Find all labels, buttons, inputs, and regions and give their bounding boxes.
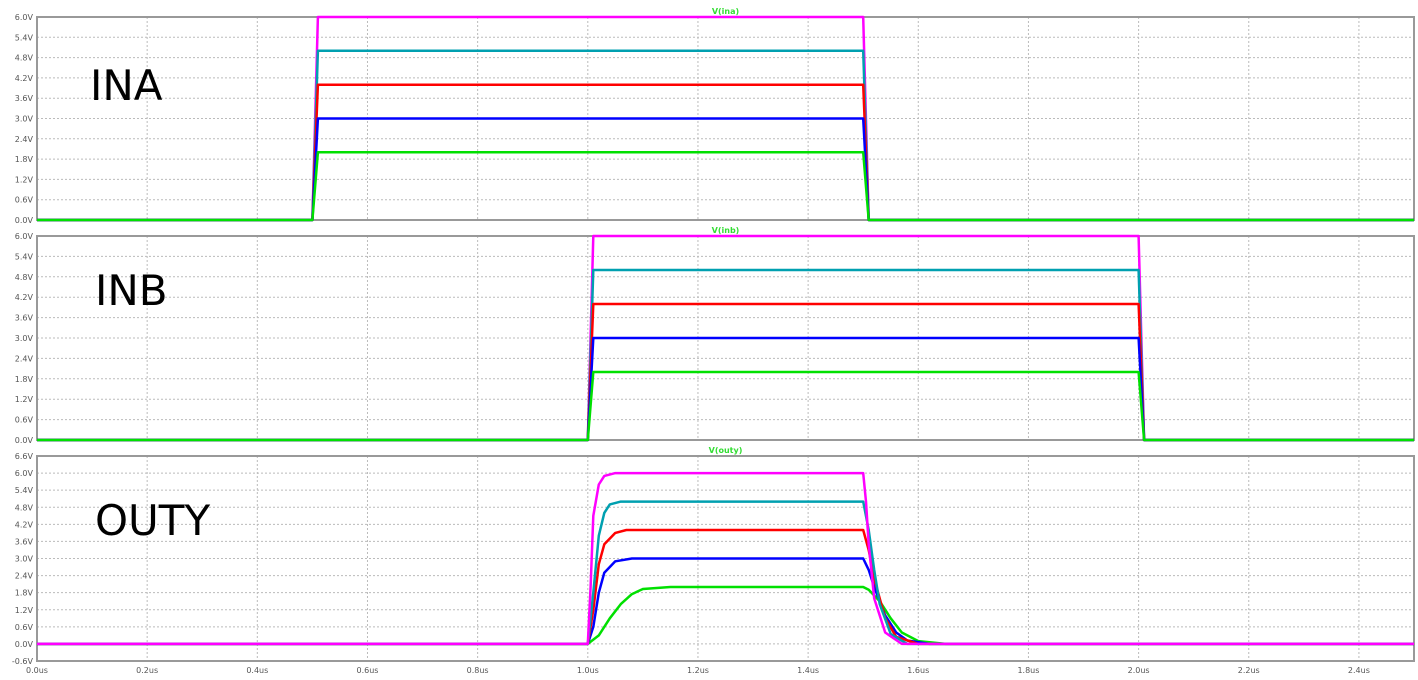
y-tick-label: 1.8V [15, 375, 34, 384]
y-tick-label: 3.6V [15, 314, 34, 323]
panel-frame [36, 455, 1415, 662]
y-tick-label: 1.2V [15, 606, 34, 615]
panel-2: 0.0V 0.6V 1.2V 1.8V 2.4V 3.0V 3.6V 4.2V 4.8V 5.4V… [15, 226, 1415, 445]
panel-title: V(outy) [709, 446, 743, 455]
signal-label: INA [90, 61, 163, 110]
trace-5 [37, 370, 1414, 442]
panel-1: 0.0V 0.6V 1.2V 1.8V 2.4V 3.0V 3.6V 4.2V 4.8V 5.4V… [15, 7, 1415, 225]
y-tick-label: 4.8V [15, 273, 34, 282]
x-tick-label: 0.8us [467, 666, 489, 675]
y-tick-label: 2.4V [15, 135, 34, 144]
trace-4 [37, 500, 1414, 646]
y-tick-label: 1.8V [15, 589, 34, 598]
y-tick-label: 6.0V [15, 232, 34, 241]
signal-label: INB [95, 266, 168, 315]
x-tick-label: 1.8us [1017, 666, 1039, 675]
panel-title: V(inb) [712, 226, 740, 235]
trace-2 [37, 557, 1414, 646]
trace-5 [37, 471, 1414, 646]
panel-title: V(ina) [712, 7, 739, 16]
panel-3: -0.6V 0.0V 0.6V 1.2V 1.8V 2.4V 3.0V 3.6V 4.2V 4.8… [12, 446, 1415, 675]
x-tick-label: 1.2us [687, 666, 709, 675]
y-tick-label: 0.6V [15, 196, 34, 205]
y-tick-label: 0.0V [15, 640, 34, 649]
y-tick-label: 0.0V [15, 216, 34, 225]
y-tick-label: 4.2V [15, 293, 34, 302]
y-tick-label: 0.6V [15, 416, 34, 425]
y-tick-label: 3.0V [15, 115, 34, 124]
signal-label: OUTY [95, 496, 210, 545]
trace-4 [37, 117, 1414, 222]
trace-5 [37, 151, 1414, 222]
y-tick-label: 3.0V [15, 334, 34, 343]
y-tick-label: 5.4V [15, 33, 34, 42]
x-tick-label: 0.4us [246, 666, 268, 675]
y-tick-label: 5.4V [15, 252, 34, 261]
x-tick-label: 0.0us [26, 666, 48, 675]
trace-2 [37, 49, 1414, 222]
y-tick-label: 4.2V [15, 520, 34, 529]
y-tick-label: 0.6V [15, 623, 34, 632]
x-tick-label: 2.4us [1348, 666, 1370, 675]
x-tick-label: 2.0us [1128, 666, 1150, 675]
x-tick-label: 1.4us [797, 666, 819, 675]
y-tick-label: 2.4V [15, 354, 34, 363]
y-tick-label: 4.2V [15, 74, 34, 83]
y-tick-label: 6.0V [15, 13, 34, 22]
x-tick-label: 0.2us [136, 666, 158, 675]
trace-4 [37, 336, 1414, 442]
y-tick-label: 3.0V [15, 555, 34, 564]
y-tick-label: 5.4V [15, 486, 34, 495]
y-tick-label: 0.0V [15, 436, 34, 445]
trace-3 [37, 528, 1414, 646]
y-tick-label: -0.6V [12, 657, 34, 666]
y-tick-label: 3.6V [15, 537, 34, 546]
y-tick-label: 6.6V [15, 452, 34, 461]
x-tick-label: 1.6us [907, 666, 929, 675]
x-tick-label: 2.2us [1238, 666, 1260, 675]
y-tick-label: 4.8V [15, 54, 34, 63]
y-tick-label: 4.8V [15, 503, 34, 512]
trace-1 [37, 585, 1414, 646]
y-tick-label: 1.8V [15, 155, 34, 164]
y-tick-label: 3.6V [15, 94, 34, 103]
trace-2 [37, 268, 1414, 442]
y-tick-label: 1.2V [15, 395, 34, 404]
y-tick-label: 2.4V [15, 572, 34, 581]
y-tick-label: 6.0V [15, 469, 34, 478]
x-tick-label: 0.6us [356, 666, 378, 675]
y-tick-label: 1.2V [15, 175, 34, 184]
x-tick-label: 1.0us [577, 666, 599, 675]
